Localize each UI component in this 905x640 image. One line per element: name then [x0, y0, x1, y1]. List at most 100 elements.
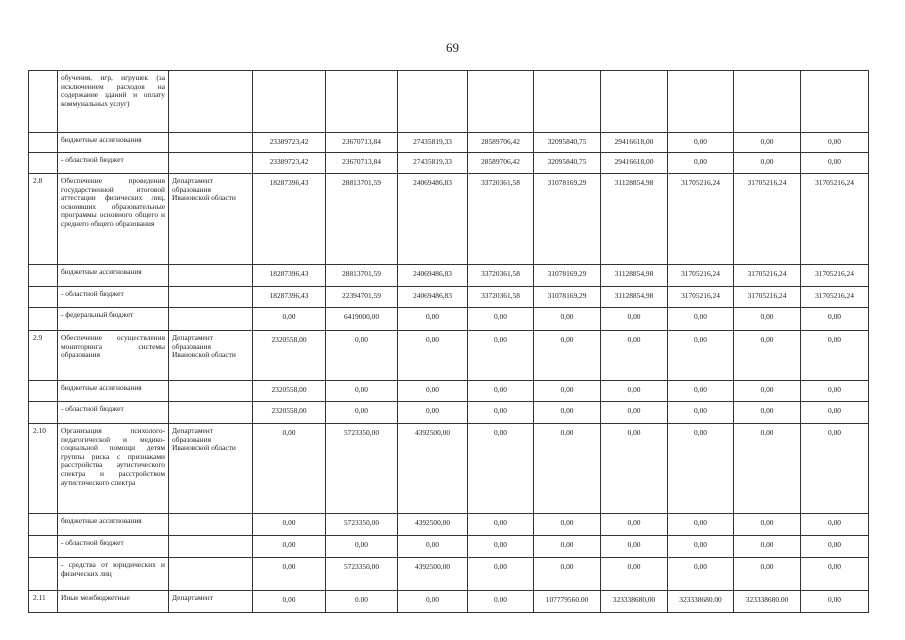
row-value: 28589706,42 — [467, 132, 534, 153]
row-value: 0,00 — [733, 132, 801, 153]
row-value: 0,00 — [600, 380, 668, 402]
row-value: 0,00 — [397, 535, 468, 558]
row-value: 0,00 — [667, 535, 734, 558]
row-executor: Департамент образования Ивановской облас… — [168, 173, 253, 265]
row-executor — [168, 380, 253, 402]
row-value: 0,00 — [600, 557, 668, 591]
row-value: 0,00 — [533, 535, 601, 558]
row-value: 0,00 — [467, 401, 534, 424]
row-value: 0,00 — [733, 557, 801, 591]
row-value: 0,00 — [467, 380, 534, 402]
row-code — [28, 557, 58, 591]
row-value: 0,00 — [252, 423, 326, 514]
row-value: 0,00 — [800, 401, 869, 424]
row-value: 0,00 — [252, 590, 326, 613]
row-value: 31705216,24 — [800, 286, 869, 308]
row-value: 0,00 — [533, 513, 601, 536]
row-value: 5723350,00 — [325, 513, 398, 536]
row-value: 0,00 — [800, 132, 869, 153]
row-executor — [168, 557, 253, 591]
row-description: бюджетные ассигнования — [57, 513, 169, 536]
row-code: 2.11 — [28, 590, 58, 613]
row-code — [28, 380, 58, 402]
row-value: 29416618,00 — [600, 152, 668, 174]
row-executor — [168, 264, 253, 287]
row-value: 2320558,00 — [252, 401, 326, 424]
row-executor: Департамент образования Ивановской облас… — [168, 423, 253, 514]
row-value: 0,00 — [800, 380, 869, 402]
row-code: 2.10 — [28, 423, 58, 514]
row-description: бюджетные ассигнования — [57, 264, 169, 287]
row-value: 0,00 — [600, 535, 668, 558]
row-value: 0,00 — [733, 330, 801, 381]
row-value: 0,00 — [600, 423, 668, 514]
row-value: 0,00 — [800, 330, 869, 381]
row-value: 0,00 — [800, 423, 869, 514]
row-value: 32095840,75 — [533, 152, 601, 174]
table-row: - средства от юридических и физических л… — [28, 557, 869, 591]
row-value: 18287396,43 — [252, 264, 326, 287]
row-value: 31128854,98 — [600, 286, 668, 308]
row-description: - областной бюджет — [57, 286, 169, 308]
row-code — [28, 286, 58, 308]
row-value: 0,00 — [397, 330, 468, 381]
table-row: - областной бюджет 18287396,43 22394701,59… — [28, 286, 869, 308]
row-value: 107779560.00 — [533, 590, 601, 613]
row-value: 0,00 — [800, 152, 869, 174]
row-value: 0,00 — [800, 513, 869, 536]
row-description: - областной бюджет — [57, 152, 169, 174]
row-value: 33720361,58 — [467, 264, 534, 287]
row-value: 6419000,00 — [325, 307, 398, 331]
row-value: 0,00 — [733, 380, 801, 402]
table-row: бюджетные ассигнования 0,00 5723350,00 4392… — [28, 513, 869, 536]
row-executor — [168, 307, 253, 331]
table-row: 2.11 Иные межбюджетные Департамент 0,00 0.00… — [28, 590, 869, 613]
row-value — [252, 70, 326, 133]
row-value: 28589706,42 — [467, 152, 534, 174]
row-value: 0,00 — [397, 590, 468, 613]
row-value: 24069486,83 — [397, 286, 468, 308]
row-value: 323338680.00 — [733, 590, 801, 613]
row-value: 0,00 — [600, 330, 668, 381]
row-value: 28813701,59 — [325, 264, 398, 287]
row-value: 0,00 — [252, 307, 326, 331]
row-executor — [168, 152, 253, 174]
row-value: 27435819,33 — [397, 152, 468, 174]
row-value: 29416618,00 — [600, 132, 668, 153]
row-value: 0,00 — [733, 401, 801, 424]
row-value: 2320558,00 — [252, 330, 326, 381]
row-value: 0,00 — [533, 401, 601, 424]
row-value: 31078169,29 — [533, 286, 601, 308]
row-value: 0,00 — [397, 380, 468, 402]
row-value: 24069486,83 — [397, 264, 468, 287]
row-value: 31705216,24 — [667, 264, 734, 287]
row-value: 0,00 — [467, 513, 534, 536]
row-value: 4392500,00 — [397, 513, 468, 536]
row-value: 0,00 — [800, 557, 869, 591]
row-value: 0,00 — [733, 423, 801, 514]
row-value: 0,00 — [667, 401, 734, 424]
row-value: 31128854,98 — [600, 264, 668, 287]
row-code — [28, 401, 58, 424]
row-value: 18287396,43 — [252, 173, 326, 265]
row-value: 31078169,29 — [533, 173, 601, 265]
row-value: 0,00 — [800, 590, 869, 613]
row-value: 33720361,58 — [467, 173, 534, 265]
row-value: 0.00 — [325, 590, 398, 613]
row-value: 0,00 — [800, 535, 869, 558]
table-row: обучения, игр, игрушек (за исключением р… — [28, 70, 869, 133]
table-row: 2.10 Организация психолого-педагогической… — [28, 423, 869, 514]
row-value: 0,00 — [667, 423, 734, 514]
row-value: 0,00 — [533, 557, 601, 591]
row-value: 31705216,24 — [800, 173, 869, 265]
row-value: 0,00 — [533, 423, 601, 514]
row-description: - областной бюджет — [57, 535, 169, 558]
row-value: 5723350,00 — [325, 557, 398, 591]
row-executor — [168, 286, 253, 308]
row-value: 0,00 — [600, 401, 668, 424]
row-value: 33720361,58 — [467, 286, 534, 308]
row-value: 5723350,00 — [325, 423, 398, 514]
row-value: 23670713,84 — [325, 152, 398, 174]
row-value: 0,00 — [733, 535, 801, 558]
row-description: бюджетные ассигнования — [57, 380, 169, 402]
